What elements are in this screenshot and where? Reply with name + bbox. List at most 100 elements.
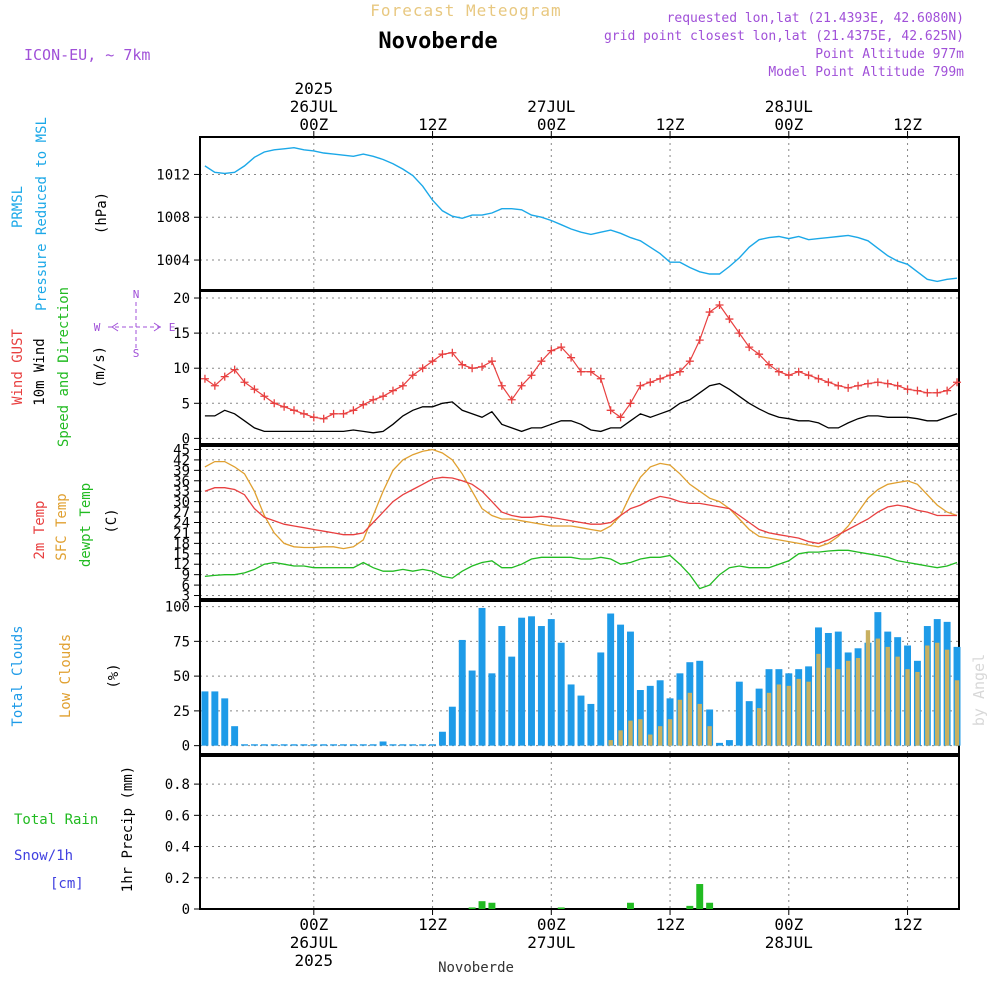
low-cloud-bar xyxy=(638,719,643,746)
gust-marker xyxy=(735,329,744,338)
model-label: ICON-EU, ~ 7km xyxy=(24,46,150,64)
low-cloud-bar xyxy=(756,708,762,746)
y-tick-label: 0 xyxy=(182,902,190,918)
total-cloud-bar xyxy=(537,626,545,746)
total-cloud-bar xyxy=(320,744,328,746)
y-tick-label: 21 xyxy=(173,526,190,542)
gust-marker xyxy=(844,383,853,392)
gust-marker xyxy=(784,371,793,380)
bottom-tick-label: 26JUL xyxy=(290,933,338,952)
total-cloud-bar xyxy=(211,691,219,746)
total-cloud-bar xyxy=(745,701,753,746)
low-cloud-bar xyxy=(618,730,623,746)
pressure-unit: (hPa) xyxy=(94,192,110,234)
compass-w: W xyxy=(94,321,101,334)
gust-marker xyxy=(200,374,209,383)
gust-marker xyxy=(230,365,239,374)
pressure-line xyxy=(204,146,958,283)
low-cloud-bar xyxy=(707,726,712,746)
gust-marker xyxy=(438,350,447,359)
gust-marker xyxy=(804,371,813,380)
gust-marker xyxy=(319,414,328,423)
gust-marker xyxy=(210,381,219,390)
total-cloud-bar xyxy=(438,731,446,746)
low-cloud-bar xyxy=(855,658,861,746)
bottom-tick-label: 2025 xyxy=(295,951,334,970)
gust-marker xyxy=(458,360,467,369)
low-cloud-bar xyxy=(776,684,782,746)
gust-marker xyxy=(893,381,902,390)
total-cloud-bar xyxy=(241,744,248,746)
low-cloud-bar xyxy=(766,692,772,746)
gust-marker xyxy=(903,385,912,394)
gust-marker xyxy=(685,357,694,366)
gust-label: Wind GUST xyxy=(10,329,26,405)
total-cloud-bar xyxy=(429,744,437,746)
total-cloud-bar xyxy=(260,744,268,746)
gust-marker xyxy=(675,367,684,376)
y-tick-label: 15 xyxy=(173,326,190,342)
wind-panel: Wind GUST 10m Wind Speed and Direction (… xyxy=(10,287,962,447)
top-tick-label: 00Z xyxy=(774,115,803,134)
bottom-tick-label: 28JUL xyxy=(765,933,813,952)
gust-marker xyxy=(933,388,942,397)
prmsl-label: PRMSL xyxy=(10,186,26,228)
low-cloud-bar xyxy=(885,646,890,746)
gust-marker xyxy=(725,315,734,324)
grid-point-coords: grid point closest lon,lat (21.4375E, 42… xyxy=(604,29,964,44)
gust-marker xyxy=(329,409,338,418)
low-cloud-bar xyxy=(944,649,950,746)
total-cloud-bar xyxy=(349,744,357,746)
compass-legend: N S W E xyxy=(94,288,176,360)
dewpt-line xyxy=(204,549,958,590)
total-cloud-bar xyxy=(577,695,585,746)
total-cloud-bar xyxy=(290,744,298,746)
total-cloud-bar xyxy=(646,685,654,746)
total-cloud-bar xyxy=(567,684,575,746)
low-cloud-bar xyxy=(667,719,673,746)
gust-marker xyxy=(873,378,882,387)
bottom-tick-label: 12Z xyxy=(656,915,685,934)
watermark: by Angel xyxy=(970,654,988,726)
compass-s: S xyxy=(133,347,140,360)
total-cloud-bar xyxy=(458,639,466,746)
gust-marker xyxy=(774,367,783,376)
low-cloud-bar xyxy=(608,740,613,746)
gust-marker xyxy=(616,413,625,422)
y-tick-label: 5 xyxy=(182,396,190,412)
low-cloud-bar xyxy=(687,692,693,746)
total-cloud-bar xyxy=(528,616,535,746)
y-tick-label: 15 xyxy=(173,547,190,563)
total-cloud-bar xyxy=(379,741,387,746)
low-cloud-bar xyxy=(816,653,821,746)
total-cloud-bar xyxy=(716,742,723,746)
low-cloud-bar xyxy=(697,703,702,746)
y-tick-label: 0 xyxy=(182,431,190,447)
total-cloud-bar xyxy=(419,744,427,746)
y-tick-label: 0.8 xyxy=(165,777,190,793)
gust-marker xyxy=(854,381,863,390)
gust-marker xyxy=(576,367,585,376)
total-cloud-bar xyxy=(735,681,743,746)
gust-marker xyxy=(408,371,417,380)
gust-marker xyxy=(299,409,308,418)
y-tick-label: 6 xyxy=(182,578,190,594)
gust-marker xyxy=(705,308,714,317)
bottom-tick-label: 00Z xyxy=(774,915,803,934)
gust-marker xyxy=(953,378,962,387)
gust-marker xyxy=(794,367,803,376)
total-cloud-bar xyxy=(468,670,476,746)
gust-marker xyxy=(339,409,348,418)
gust-marker xyxy=(755,350,764,359)
wind-direction-label: Speed and Direction xyxy=(56,287,72,447)
gust-marker xyxy=(517,381,526,390)
gust-marker xyxy=(379,392,388,401)
total-cloud-bar xyxy=(369,744,377,746)
y-tick-label: 10 xyxy=(173,361,190,377)
total-cloud-bar xyxy=(478,607,486,746)
temperature-panel: 2m Temp SFC Temp dewpt Temp (C) 36912151… xyxy=(32,442,960,605)
gust-marker xyxy=(537,357,546,366)
gust-marker xyxy=(606,406,615,415)
low-cloud-bar xyxy=(796,678,801,746)
